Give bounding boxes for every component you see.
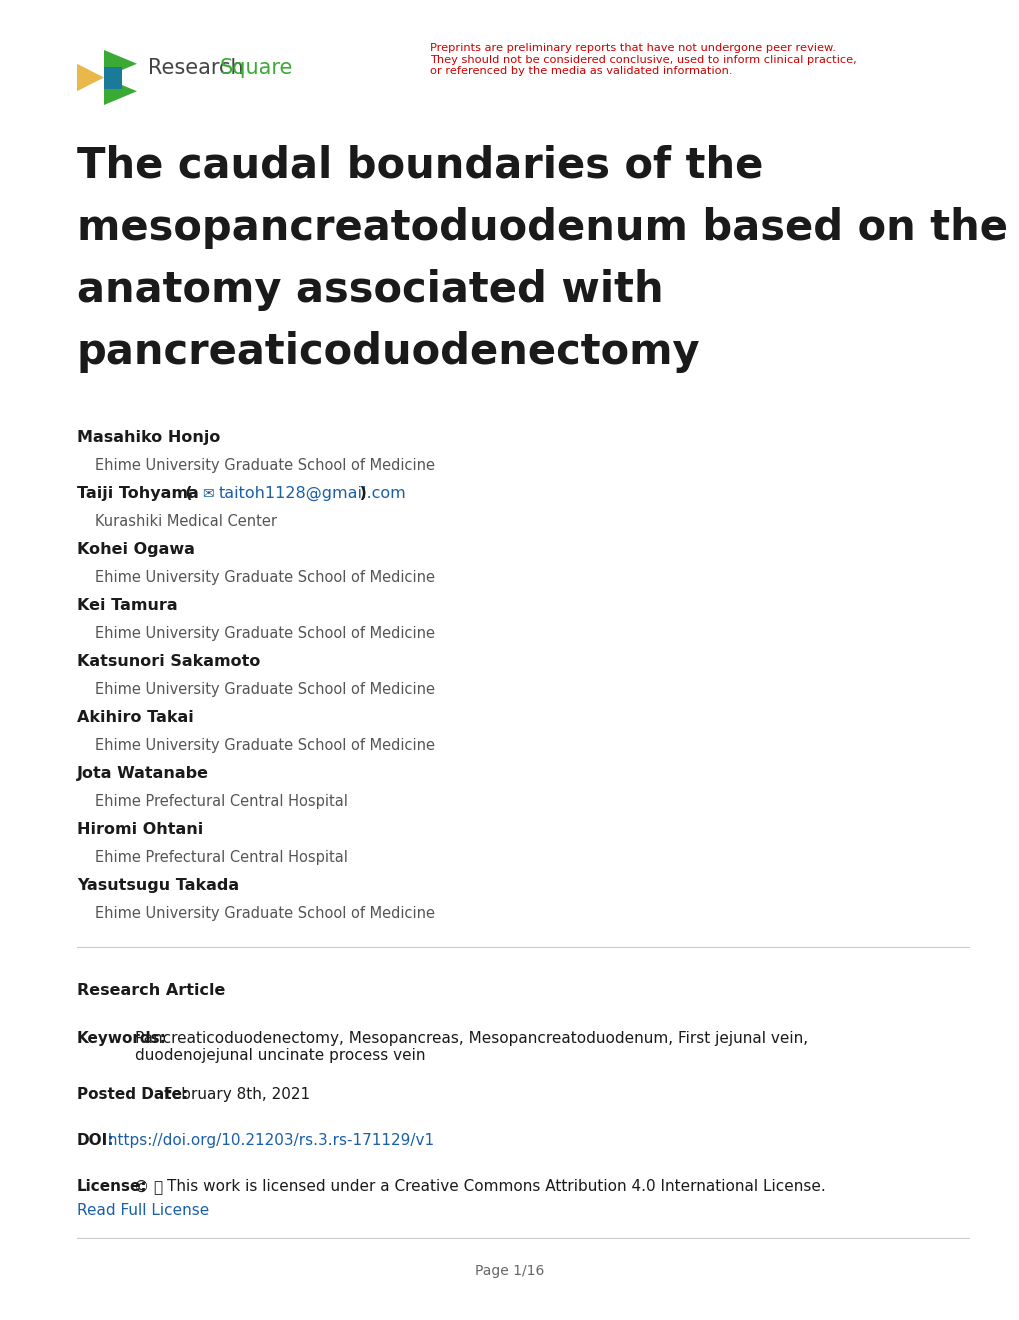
Text: (: ( xyxy=(174,486,199,502)
Text: Research Article: Research Article xyxy=(76,983,225,998)
Text: Keywords:: Keywords: xyxy=(76,1031,167,1045)
Text: Ehime University Graduate School of Medicine: Ehime University Graduate School of Medi… xyxy=(95,906,434,921)
Text: Research: Research xyxy=(148,58,244,78)
Text: anatomy associated with: anatomy associated with xyxy=(76,269,663,312)
Text: Ehime University Graduate School of Medicine: Ehime University Graduate School of Medi… xyxy=(95,626,434,642)
Text: Yasutsugu Takada: Yasutsugu Takada xyxy=(76,878,238,894)
Text: Ehime Prefectural Central Hospital: Ehime Prefectural Central Hospital xyxy=(95,850,347,865)
Text: Ehime University Graduate School of Medicine: Ehime University Graduate School of Medi… xyxy=(95,570,434,585)
Text: Read Full License: Read Full License xyxy=(76,1203,209,1218)
Polygon shape xyxy=(104,66,122,88)
Text: DOI:: DOI: xyxy=(76,1133,114,1148)
Text: Ehime University Graduate School of Medicine: Ehime University Graduate School of Medi… xyxy=(95,738,434,752)
Text: This work is licensed under a Creative Commons Attribution 4.0 International Lic: This work is licensed under a Creative C… xyxy=(167,1179,825,1195)
Text: mesopancreatoduodenum based on the vascular: mesopancreatoduodenum based on the vascu… xyxy=(76,207,1019,249)
Polygon shape xyxy=(104,50,137,78)
Text: Taiji Tohyama: Taiji Tohyama xyxy=(76,486,199,502)
Text: Posted Date:: Posted Date: xyxy=(76,1086,189,1102)
Text: Page 1/16: Page 1/16 xyxy=(475,1265,544,1278)
Text: https://doi.org/10.21203/rs.3.rs-171129/v1: https://doi.org/10.21203/rs.3.rs-171129/… xyxy=(103,1133,434,1148)
Polygon shape xyxy=(76,63,104,91)
Text: Jota Watanabe: Jota Watanabe xyxy=(76,766,209,781)
Text: Kohei Ogawa: Kohei Ogawa xyxy=(76,543,195,557)
Text: Kurashiki Medical Center: Kurashiki Medical Center xyxy=(95,513,277,529)
Text: pancreaticoduodenectomy: pancreaticoduodenectomy xyxy=(76,331,700,374)
Text: Ehime University Graduate School of Medicine: Ehime University Graduate School of Medi… xyxy=(95,458,434,473)
Text: License:: License: xyxy=(76,1179,148,1195)
Text: Akihiro Takai: Akihiro Takai xyxy=(76,710,194,725)
Text: taitoh1128@gmail.com: taitoh1128@gmail.com xyxy=(218,486,406,502)
Polygon shape xyxy=(104,78,137,106)
Text: Pancreaticoduodenectomy, Mesopancreas, Mesopancreatoduodenum, First jejunal vein: Pancreaticoduodenectomy, Mesopancreas, M… xyxy=(136,1031,808,1064)
Text: ): ) xyxy=(355,486,367,502)
Text: Masahiko Honjo: Masahiko Honjo xyxy=(76,430,220,445)
Text: Square: Square xyxy=(220,58,293,78)
Text: Kei Tamura: Kei Tamura xyxy=(76,598,177,612)
Text: Preprints are preliminary reports that have not undergone peer review.
They shou: Preprints are preliminary reports that h… xyxy=(430,44,856,77)
Text: Katsunori Sakamoto: Katsunori Sakamoto xyxy=(76,653,260,669)
Text: Ehime University Graduate School of Medicine: Ehime University Graduate School of Medi… xyxy=(95,682,434,697)
Text: © ⓘ: © ⓘ xyxy=(128,1179,168,1195)
Text: The caudal boundaries of the: The caudal boundaries of the xyxy=(76,145,762,187)
Text: February 8th, 2021: February 8th, 2021 xyxy=(158,1086,310,1102)
Text: ✉: ✉ xyxy=(203,487,214,502)
Text: Hiromi Ohtani: Hiromi Ohtani xyxy=(76,822,203,837)
Text: Ehime Prefectural Central Hospital: Ehime Prefectural Central Hospital xyxy=(95,795,347,809)
